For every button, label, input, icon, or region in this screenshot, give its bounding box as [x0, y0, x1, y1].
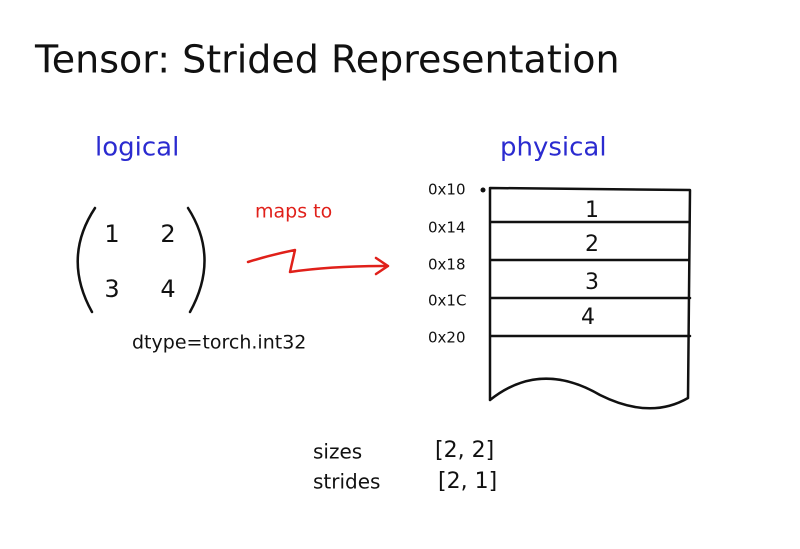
- address: 0x1C: [428, 292, 466, 310]
- address: 0x10: [428, 181, 466, 199]
- arrow-label: maps to: [255, 201, 332, 223]
- left-paren: [76, 206, 97, 314]
- dtype: dtype=torch.int32: [132, 332, 306, 354]
- strides-value: [2, 1]: [438, 469, 497, 494]
- memory-cell: 2: [585, 232, 599, 257]
- address: 0x14: [428, 219, 466, 237]
- matrix-entry: 4: [160, 275, 175, 303]
- sizes-label: sizes: [313, 440, 362, 464]
- matrix-entry: 2: [160, 220, 175, 248]
- right-paren: [186, 206, 206, 314]
- address: 0x18: [428, 256, 466, 274]
- physical-label: physical: [500, 133, 607, 163]
- matrix-entry: 1: [104, 220, 119, 248]
- pointer-dot: [480, 187, 486, 193]
- title: Tensor: Strided Representation: [34, 38, 620, 82]
- memory-cell: 4: [581, 305, 595, 330]
- address: 0x20: [428, 329, 466, 347]
- strides-label: strides: [313, 470, 380, 494]
- memory-cell: 1: [585, 198, 599, 223]
- memory-cell: 3: [585, 270, 599, 295]
- sizes-value: [2, 2]: [435, 438, 494, 463]
- memory-block: [488, 186, 692, 410]
- arrow: [246, 248, 390, 276]
- logical-label: logical: [95, 133, 179, 163]
- matrix-entry: 3: [104, 275, 119, 303]
